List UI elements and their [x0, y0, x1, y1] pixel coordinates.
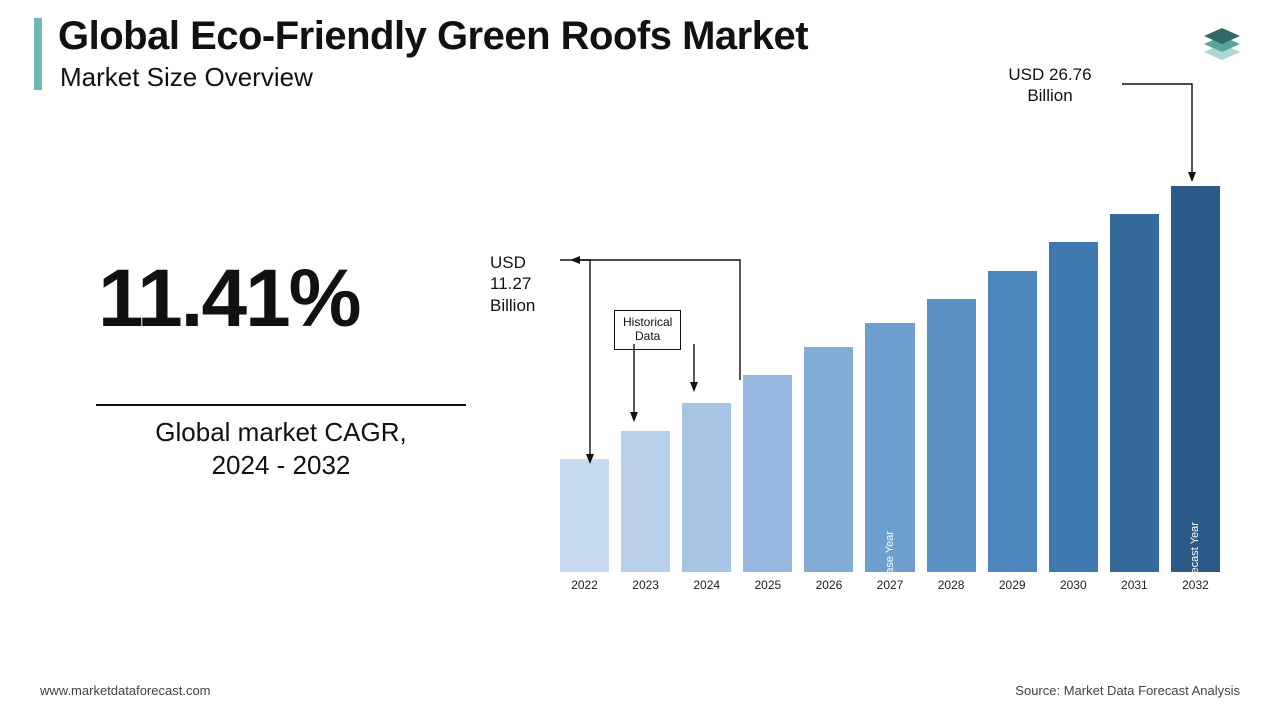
x-tick-label: 2025 — [743, 578, 792, 600]
bar-col: Forecast Year — [1171, 186, 1220, 572]
x-tick-label: 2032 — [1171, 578, 1220, 600]
bar — [927, 299, 976, 572]
bar-col — [927, 299, 976, 572]
x-tick-label: 2028 — [927, 578, 976, 600]
cagr-caption-line2: 2024 - 2032 — [212, 450, 351, 480]
historical-data-label-box: Historical Data — [614, 310, 681, 350]
bar-col — [1110, 214, 1159, 572]
callout-end-value: USD 26.76 Billion — [970, 64, 1130, 107]
bar — [1049, 242, 1098, 572]
x-tick-label: 2027 — [865, 578, 914, 600]
title-accent-bar — [34, 18, 42, 90]
bar-col — [743, 375, 792, 572]
x-tick-label: 2031 — [1110, 578, 1159, 600]
x-tick-label: 2024 — [682, 578, 731, 600]
bar — [560, 459, 609, 572]
brand-logo-icon — [1198, 18, 1246, 66]
cagr-caption-line1: Global market CAGR, — [155, 417, 406, 447]
bar-col — [988, 271, 1037, 573]
bar — [1110, 214, 1159, 572]
x-tick-label: 2030 — [1049, 578, 1098, 600]
bar-col — [621, 431, 670, 572]
bar — [621, 431, 670, 572]
cagr-value: 11.41% — [98, 252, 360, 346]
x-tick-label: 2026 — [804, 578, 853, 600]
x-tick-label: 2023 — [621, 578, 670, 600]
bar — [682, 403, 731, 572]
bar-col — [560, 459, 609, 572]
bar — [988, 271, 1037, 573]
base-year-label: Base Year — [884, 531, 896, 581]
footer-url: www.marketdataforecast.com — [40, 683, 211, 698]
page: Global Eco-Friendly Green Roofs Market M… — [0, 0, 1280, 720]
x-tick-label: 2022 — [560, 578, 609, 600]
bar-col — [682, 403, 731, 572]
bar: Forecast Year — [1171, 186, 1220, 572]
bar-col — [1049, 242, 1098, 572]
footer-source: Source: Market Data Forecast Analysis — [1015, 683, 1240, 698]
bar: Base Year — [865, 323, 914, 572]
bar-col: Base Year — [865, 323, 914, 572]
bar — [804, 347, 853, 572]
cagr-caption: Global market CAGR, 2024 - 2032 — [96, 416, 466, 481]
chart-x-labels: 2022 2023 2024 2025 2026 2027 2028 2029 2030 2031… — [560, 578, 1220, 600]
cagr-divider — [96, 404, 466, 406]
bar-col — [804, 347, 853, 572]
callout-start-value: USD 11.27 Billion — [490, 252, 570, 316]
market-bar-chart: Base YearForecast Year 20222023202420252… — [560, 170, 1220, 600]
bar — [743, 375, 792, 572]
x-tick-label: 2029 — [988, 578, 1037, 600]
page-subtitle: Market Size Overview — [60, 62, 313, 93]
chart-bars: Base Year Forecast Year — [560, 170, 1220, 572]
page-title: Global Eco-Friendly Green Roofs Market — [58, 14, 808, 59]
